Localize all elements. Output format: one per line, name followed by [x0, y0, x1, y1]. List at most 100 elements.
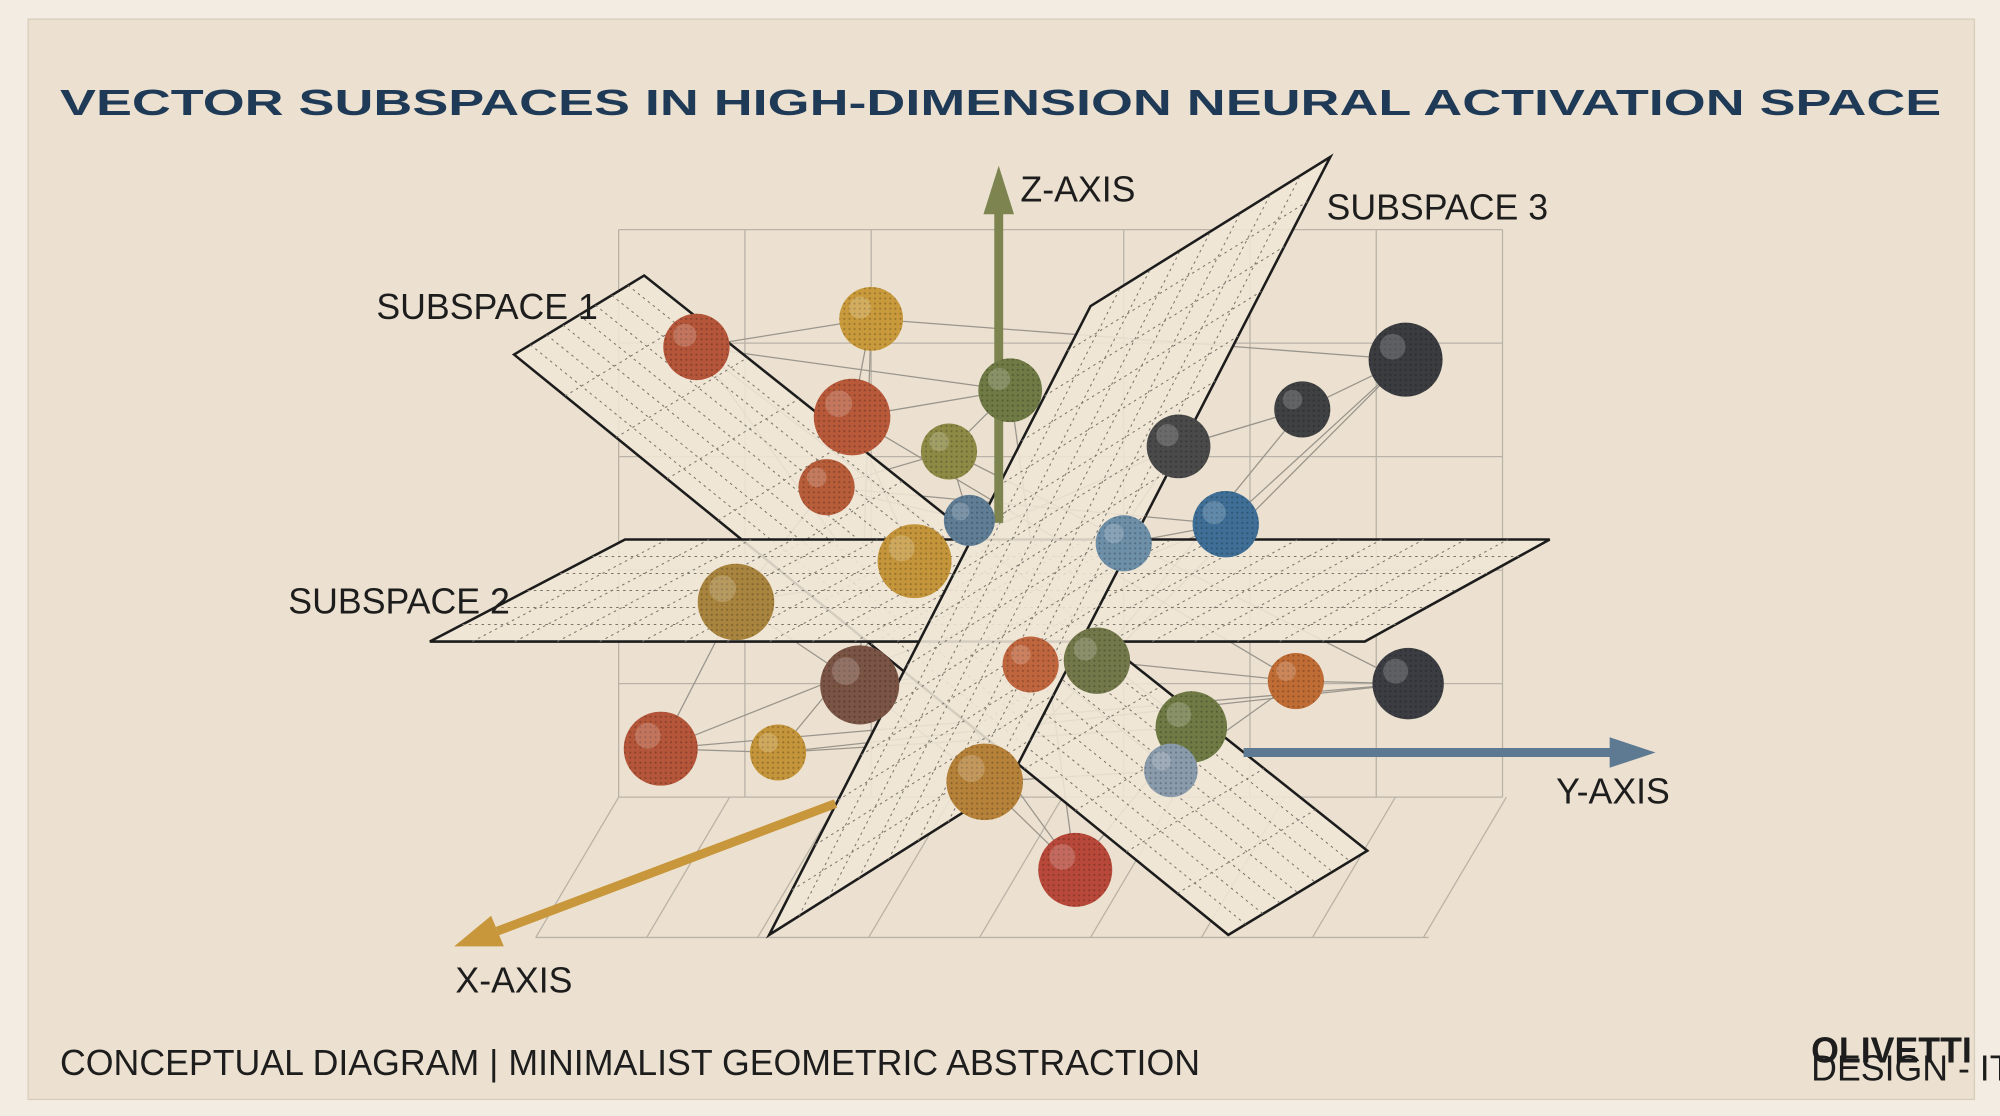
sphere-texture [1267, 653, 1324, 710]
sphere-highlight [1049, 843, 1076, 870]
sphere-texture [943, 494, 995, 546]
sphere-highlight [1073, 637, 1097, 661]
x-axis-line [495, 799, 838, 936]
plane-grid-line [666, 398, 800, 480]
sphere-highlight [1152, 751, 1171, 771]
sphere-texture [663, 313, 730, 381]
plane-grid-line [1126, 768, 1265, 853]
plane-grid-line [837, 649, 1078, 801]
sphere-highlight [1276, 661, 1296, 682]
sphere-texture [820, 645, 900, 725]
sphere-texture [920, 423, 978, 480]
sphere-highlight [957, 755, 985, 782]
plane-grid-line [975, 380, 1216, 532]
subspace-label: SUBSPACE 2 [288, 581, 510, 621]
plane-grid-line [472, 539, 668, 642]
plane-grid-line [814, 694, 1055, 846]
sphere-texture [1146, 414, 1211, 479]
sphere-highlight [1282, 389, 1303, 410]
x-axis-label: X-AXIS [455, 960, 572, 1000]
plane-grid-line [917, 212, 1241, 842]
sphere-texture [1144, 743, 1198, 798]
y-axis-label: Y-AXIS [1556, 772, 1670, 812]
link [1225, 359, 1407, 525]
plane-grid-line [977, 175, 1301, 804]
grid-line [1311, 796, 1396, 938]
sphere-highlight [1166, 701, 1192, 727]
plane-grid-line [860, 604, 1101, 756]
plane-grid-line [883, 559, 1124, 711]
y-axis-arrow [1609, 737, 1656, 768]
sphere-texture [1368, 322, 1443, 397]
title: VECTOR SUBSPACES IN HIGH-DIMENSION NEURA… [60, 83, 1941, 123]
logo-tagline: DESIGN - ITALY [1811, 1048, 2000, 1088]
plane-grid-line [998, 335, 1239, 487]
sphere-highlight [848, 296, 872, 319]
grid-line [646, 796, 731, 938]
sphere-highlight [806, 467, 827, 488]
sphere-highlight [951, 502, 970, 521]
sphere-texture [877, 524, 952, 599]
plane-grid-line [599, 539, 794, 642]
logo-name: OLIVETTI [1811, 1030, 1972, 1070]
grid-line [1422, 796, 1507, 938]
x-axis-arrow [454, 915, 504, 947]
sphere-highlight [888, 535, 915, 562]
plane-grid-line [1023, 685, 1161, 770]
sphere-highlight [825, 390, 853, 418]
link [696, 346, 1011, 391]
sphere-texture [1274, 381, 1331, 438]
plane-grid-line [858, 249, 1181, 879]
sphere-highlight [1010, 644, 1031, 665]
plane-grid-line [684, 539, 878, 642]
sphere-highlight [987, 367, 1011, 391]
plane-grid-line [791, 739, 1031, 891]
plane-grid-line [627, 284, 1351, 862]
plane-grid-line [514, 539, 710, 642]
plane-grid-line [929, 470, 1170, 621]
sphere-texture [946, 743, 1023, 821]
sphere-texture [623, 711, 698, 786]
plane-grid-line [717, 439, 852, 521]
footer-caption: CONCEPTUAL DIAGRAM | MINIMALIST GEOMETRI… [60, 1043, 1200, 1083]
subspace-label: SUBSPACE 1 [376, 287, 598, 327]
sphere-texture [1095, 515, 1152, 572]
z-axis-label: Z-AXIS [1020, 170, 1135, 210]
plane-grid-line [1021, 290, 1262, 442]
plane-grid-line [1067, 201, 1308, 352]
plane-grid-line [798, 287, 1121, 917]
sphere-texture [839, 286, 904, 351]
sphere-texture [1192, 491, 1259, 558]
spheres [623, 286, 1444, 907]
sphere-texture [1002, 636, 1059, 693]
plane-grid-line [1044, 246, 1285, 397]
sphere-highlight [673, 323, 697, 347]
sphere-highlight [1202, 500, 1226, 525]
plane-grid-line [1024, 539, 1214, 642]
sphere-texture [813, 378, 891, 456]
plane-grid-line [906, 515, 1147, 666]
plane-grid-line [557, 539, 752, 642]
sphere-highlight [758, 732, 779, 753]
sphere-highlight [1383, 658, 1409, 684]
sphere-texture [978, 358, 1043, 423]
sphere-highlight [1379, 333, 1406, 360]
plane-grid-line [727, 539, 920, 642]
plane-grid-line [952, 425, 1193, 577]
plane-grid-line [615, 357, 748, 438]
plane-grid-line [1074, 727, 1213, 811]
plane-grid [791, 175, 1308, 917]
z-axis-arrow [983, 165, 1015, 215]
sphere-texture [798, 459, 855, 516]
subspace-label: SUBSPACE 3 [1327, 187, 1549, 227]
sphere-highlight [634, 722, 661, 749]
sphere-highlight [929, 431, 949, 452]
plane-grid-line [1177, 809, 1316, 894]
sphere-highlight [832, 657, 860, 685]
sphere-highlight [1104, 523, 1124, 544]
sphere-highlight [1156, 424, 1179, 447]
grid-line [979, 796, 1064, 938]
sphere-texture [1372, 647, 1444, 720]
